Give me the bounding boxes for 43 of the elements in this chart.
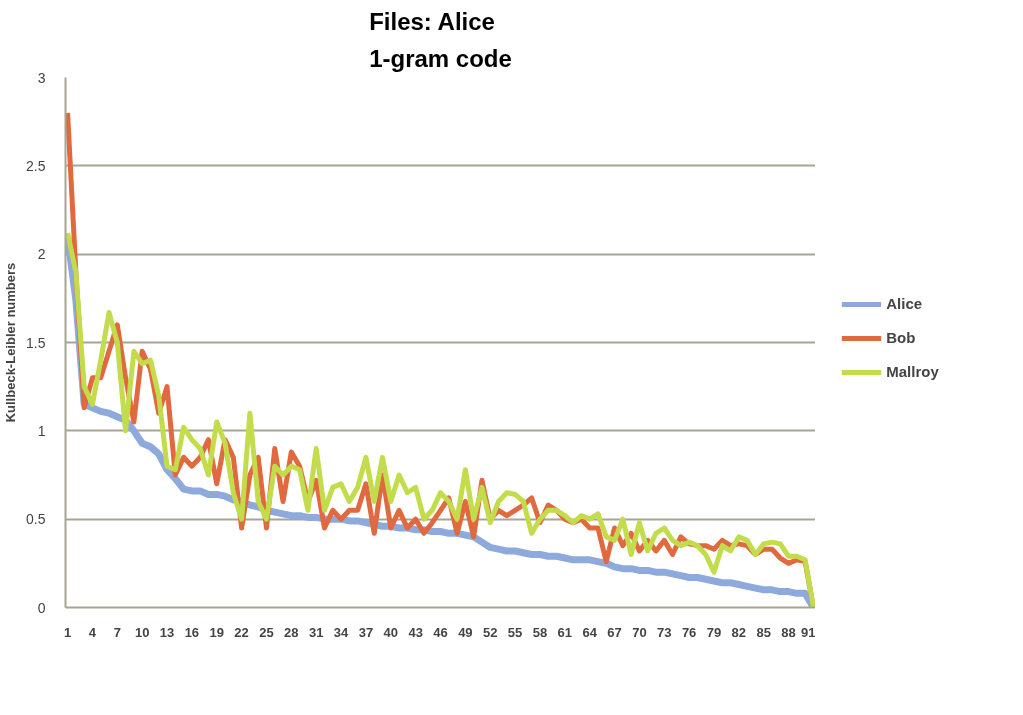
x-tick-label: 79	[706, 624, 722, 640]
y-tick-label: 2	[37, 246, 46, 263]
x-tick-label: 16	[184, 624, 200, 640]
x-tick-label: 10	[134, 624, 150, 640]
x-tick-label: 31	[308, 624, 324, 640]
x-tick-label: 37	[358, 624, 374, 640]
x-tick-label: 1	[63, 624, 72, 640]
x-tick-label: 4	[88, 624, 97, 640]
x-tick-label: 67	[607, 624, 622, 640]
chart-title: Files: Alice 1-gram code	[369, 7, 512, 73]
x-tick-label: 34	[333, 624, 350, 640]
legend-label: Bob	[886, 329, 916, 346]
x-tick-label: 85	[756, 624, 771, 640]
y-tick-label: 0.5	[26, 511, 46, 528]
x-tick-label: 61	[557, 624, 573, 640]
y-tick-label: 1	[37, 422, 46, 439]
x-tick-label: 52	[482, 624, 498, 640]
x-tick-label: 19	[209, 624, 224, 640]
x-tick-label: 28	[284, 624, 299, 640]
x-tick-label: 76	[681, 624, 697, 640]
legend-label: Mallroy	[886, 363, 939, 380]
y-axis-title: Kullbeck-Leibler numbers	[3, 262, 19, 423]
x-tick-label: 64	[582, 624, 598, 640]
x-tick-label: 82	[731, 624, 747, 640]
x-tick-label: 22	[234, 624, 249, 640]
legend-label: Alice	[886, 295, 923, 312]
y-tick-label: 3	[37, 69, 46, 86]
y-tick-label: 0	[37, 599, 46, 616]
x-tick-label: 58	[532, 624, 548, 640]
x-tick-label: 88	[781, 624, 796, 640]
x-tick-label: 55	[507, 624, 523, 640]
x-tick-label: 43	[408, 624, 423, 640]
x-tick-label: 73	[657, 624, 672, 640]
x-tick-label: 7	[113, 624, 121, 640]
x-tick-label: 49	[458, 624, 473, 640]
x-tick-label: 91	[801, 624, 816, 640]
y-tick-label: 2.5	[26, 157, 46, 174]
x-tick-label: 46	[433, 624, 448, 640]
y-tick-label: 1.5	[26, 334, 46, 351]
x-tick-label: 70	[632, 624, 647, 640]
x-tick-label: 13	[159, 624, 175, 640]
x-tick-label: 40	[383, 624, 399, 640]
x-tick-label: 25	[259, 624, 274, 640]
